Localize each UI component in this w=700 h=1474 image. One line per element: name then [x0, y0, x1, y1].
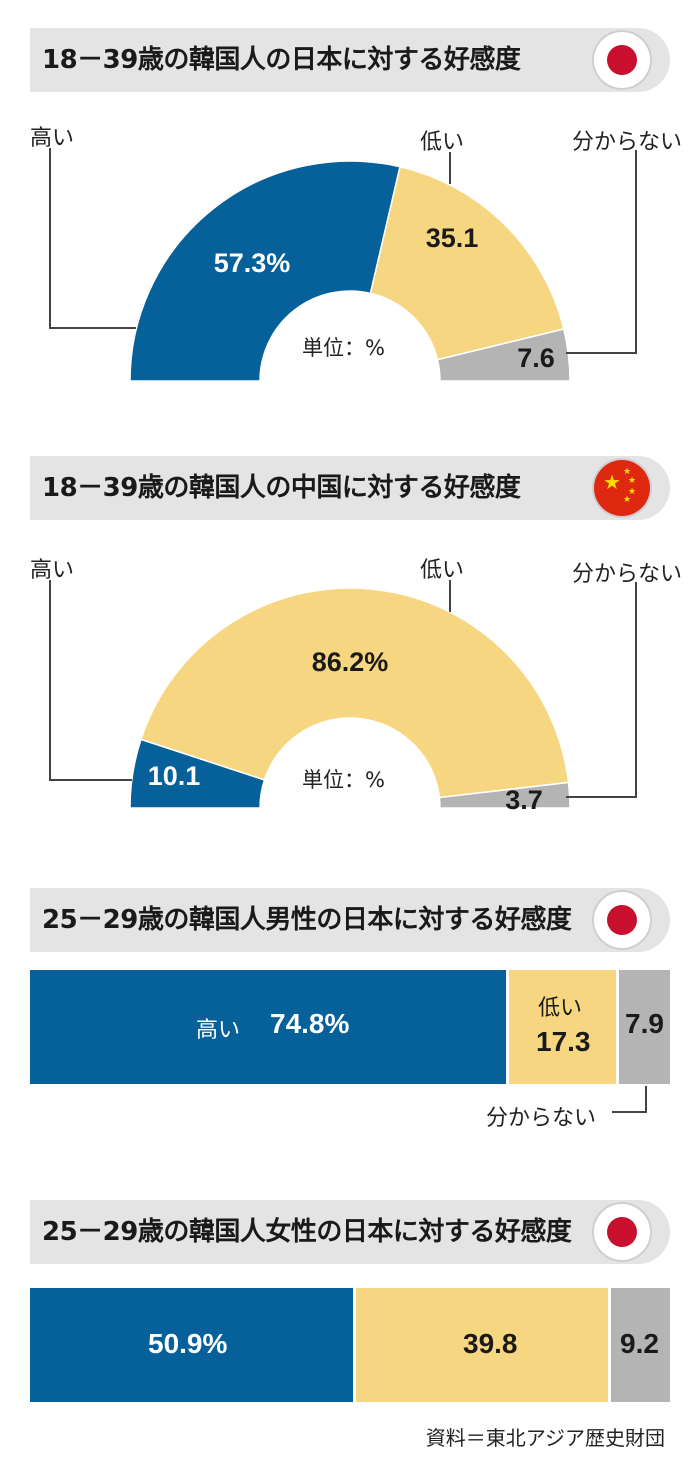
chart-1-panel: 18－39歳の韓国人の日本に対する好感度 高い 低い 分からない 57.3% 35… [0, 0, 700, 420]
chart-4-value-label-high: 50.9% [148, 1328, 228, 1359]
chart-2-legend-unknown: 分からない [572, 562, 683, 587]
chart-1-value-label-high: 57.3% [214, 248, 291, 278]
chart-3-bar-high [30, 970, 506, 1084]
chart-2-leader-unknown [566, 582, 637, 798]
chart-3-value-label-high: 74.8% [270, 1008, 350, 1039]
chart-3-value-label-unknown: 7.9 [625, 1008, 664, 1039]
chart-1-legend-high: 高い [30, 126, 75, 151]
chart-3-title-bar: 25－29歳の韓国人男性の日本に対する好感度 [30, 888, 670, 952]
chart-4-value-label-unknown: 9.2 [620, 1328, 659, 1359]
chart-1-unit-label: 単位：% [302, 336, 385, 360]
chart-3-inline-label-high: 高い [196, 1018, 241, 1043]
chart-3-panel: 25－29歳の韓国人男性の日本に対する好感度 高い 74.8% 低い 17.3 7.9 … [0, 880, 700, 1140]
chart-4-title-bar: 25－29歳の韓国人女性の日本に対する好感度 [30, 1200, 670, 1264]
chart-2-slice-low [140, 587, 570, 799]
chart-2-legend-high: 高い [30, 558, 75, 583]
chart-2-half-donut: 10.1 86.2% 3.7 [49, 580, 637, 815]
chart-4-title: 25－29歳の韓国人女性の日本に対する好感度 [42, 1217, 572, 1247]
chart-2-value-label-high: 10.1 [148, 761, 201, 791]
chart-2-value-label-low: 86.2% [312, 647, 389, 677]
chart-1-slice-high [129, 160, 401, 382]
japan-flag-icon [594, 32, 650, 88]
chart-3-title: 25－29歳の韓国人男性の日本に対する好感度 [42, 905, 572, 935]
chart-1-leader-high [49, 148, 136, 329]
chart-3-bar-low [508, 970, 617, 1084]
chart-4-bar-low [356, 1288, 609, 1402]
chart-4-bar-high [30, 1288, 354, 1402]
chart-4-stacked-bar: 50.9% 39.8 9.2 [30, 1288, 670, 1402]
chart-3-value-label-low: 17.3 [536, 1026, 591, 1057]
chart-1-legend-low: 低い [420, 130, 465, 155]
japan-flag-icon [594, 892, 650, 948]
china-flag-icon: ★ ★ ★ ★ ★ [594, 460, 650, 516]
chart-3-unknown-leader-line [612, 1086, 647, 1113]
chart-1-value-label-unknown: 7.6 [517, 343, 555, 373]
japan-flag-icon [594, 1204, 650, 1260]
chart-2-panel: 18－39歳の韓国人の中国に対する好感度 ★ ★ ★ ★ ★ 高い 低い 分から… [0, 420, 700, 840]
chart-1-half-donut: 57.3% 35.1 7.6 [49, 148, 637, 382]
chart-3-bar-unknown [619, 970, 670, 1084]
chart-3-legend-unknown: 分からない [486, 1106, 597, 1131]
chart-3-stacked-bar: 高い 74.8% 低い 17.3 7.9 [30, 970, 670, 1084]
chart-4-panel: 25－29歳の韓国人女性の日本に対する好感度 50.9% 39.8 9.2 [0, 1195, 700, 1415]
chart-4-value-label-low: 39.8 [463, 1328, 518, 1359]
chart-1-leader-unknown [566, 150, 637, 354]
chart-1-title-bar: 18－39歳の韓国人の日本に対する好感度 [30, 28, 670, 92]
chart-2-slice-unknown [438, 781, 571, 809]
chart-1-title: 18－39歳の韓国人の日本に対する好感度 [42, 45, 521, 75]
chart-2-value-label-unknown: 3.7 [505, 785, 543, 815]
chart-3-inline-label-low: 低い [538, 996, 583, 1021]
chart-1-slice-unknown [436, 328, 571, 382]
chart-2-unit-label: 単位：% [302, 768, 385, 792]
chart-1-legend-unknown: 分からない [572, 130, 683, 155]
chart-3-leader-unknown [612, 1086, 647, 1113]
chart-2-title-bar: 18－39歳の韓国人の中国に対する好感度 ★ ★ ★ ★ ★ [30, 456, 670, 520]
chart-4-bar-unknown [611, 1288, 670, 1402]
chart-1-slice-low [369, 165, 565, 361]
chart-2-title: 18－39歳の韓国人の中国に対する好感度 [42, 473, 521, 503]
chart-1-value-label-low: 35.1 [426, 223, 479, 253]
source-note: 資料＝東北アジア歴史財団 [425, 1426, 665, 1450]
chart-2-leader-high [49, 580, 132, 781]
chart-2-legend-low: 低い [420, 558, 465, 583]
